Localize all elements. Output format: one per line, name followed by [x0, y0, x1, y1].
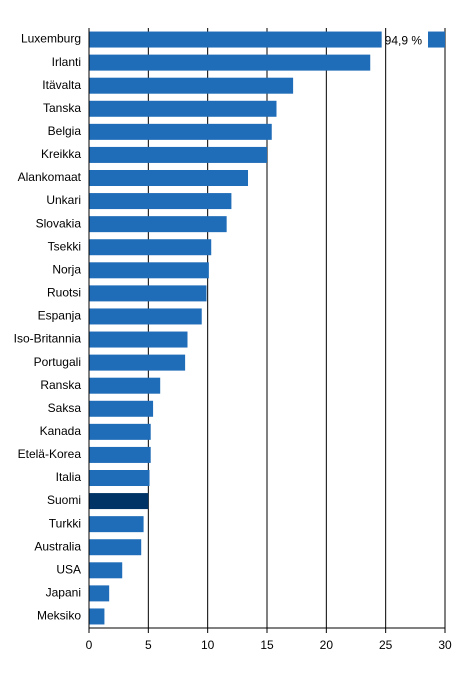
y-tick-label: Unkari	[46, 193, 81, 207]
bar	[89, 516, 144, 533]
bar	[89, 123, 272, 140]
y-tick-label: Meksiko	[37, 609, 81, 623]
y-tick-label: Iso-Britannia	[14, 332, 82, 346]
bar	[89, 562, 123, 579]
y-tick-label: Etelä-Korea	[18, 447, 82, 461]
bar	[89, 470, 150, 486]
y-tick-label: Italia	[56, 470, 82, 484]
y-tick-label: Kanada	[40, 424, 82, 438]
y-tick-label: USA	[56, 562, 81, 576]
bar	[89, 331, 188, 348]
y-tick-label: Tanska	[43, 101, 81, 115]
bar	[89, 308, 202, 325]
y-tick-label: Japani	[46, 586, 81, 600]
x-tick-label: 5	[145, 638, 152, 652]
bar	[89, 146, 267, 163]
bar	[89, 539, 142, 556]
value-label: 94,9 %	[385, 34, 423, 48]
bar	[89, 608, 105, 625]
bar	[89, 285, 207, 302]
bar	[89, 377, 161, 394]
bar	[89, 170, 249, 186]
y-tick-label: Tsekki	[48, 239, 81, 253]
bar	[89, 100, 277, 117]
bar	[89, 423, 151, 440]
y-tick-label: Itävalta	[42, 78, 81, 92]
y-tick-label: Irlanti	[52, 55, 81, 69]
y-tick-label: Kreikka	[41, 147, 81, 161]
bar	[89, 54, 371, 71]
bar	[89, 585, 110, 602]
x-tick-label: 30	[438, 638, 452, 652]
bar	[89, 354, 186, 371]
y-tick-label: Turkki	[49, 516, 81, 530]
y-tick-label: Luxemburg	[21, 32, 81, 46]
bar	[89, 400, 154, 417]
y-tick-label: Australia	[34, 539, 81, 553]
bar	[89, 216, 227, 233]
bar-break-segment	[428, 31, 445, 48]
y-tick-label: Belgia	[48, 124, 82, 138]
bar	[89, 193, 232, 210]
y-tick-label: Espanja	[38, 309, 82, 323]
y-tick-label: Ruotsi	[47, 286, 81, 300]
y-tick-label: Portugali	[34, 355, 81, 369]
bar	[89, 262, 209, 279]
bar	[89, 239, 212, 256]
bar	[89, 446, 151, 463]
bar	[89, 77, 294, 94]
y-tick-label: Saksa	[48, 401, 82, 415]
bar	[89, 31, 382, 48]
y-tick-label: Slovakia	[36, 216, 82, 230]
bar	[89, 493, 149, 510]
y-tick-label: Norja	[52, 262, 81, 276]
x-tick-label: 25	[379, 638, 393, 652]
x-tick-label: 20	[320, 638, 334, 652]
y-tick-label: Alankomaat	[18, 170, 82, 184]
x-tick-label: 15	[260, 638, 274, 652]
x-tick-label: 10	[201, 638, 215, 652]
y-tick-label: Ranska	[40, 378, 81, 392]
y-tick-label: Suomi	[47, 493, 81, 507]
x-tick-label: 0	[86, 638, 93, 652]
